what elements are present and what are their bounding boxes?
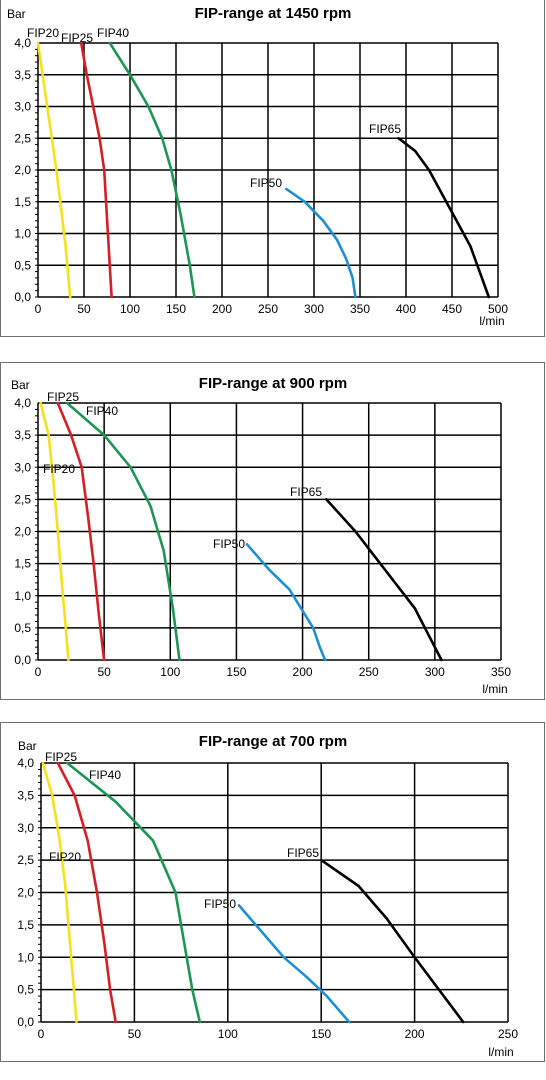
y-axis-label: Bar bbox=[18, 739, 37, 753]
x-tick-label: 300 bbox=[425, 665, 445, 679]
x-tick-label: 0 bbox=[35, 302, 42, 316]
series-line-fip65 bbox=[325, 498, 443, 662]
y-tick-label: 1,0 bbox=[14, 227, 31, 241]
series-line-fip65 bbox=[319, 858, 465, 1024]
y-tick-label: 1,0 bbox=[17, 950, 34, 964]
x-tick-label: 100 bbox=[218, 1027, 238, 1041]
series-label-fip65: FIP65 bbox=[290, 485, 322, 499]
series-line-fip25 bbox=[56, 761, 117, 1024]
series-label-fip50: FIP50 bbox=[250, 176, 282, 190]
chart-900rpm: FIP-range at 900 rpm Bar 0 50 100 150 200 250 30… bbox=[11, 375, 511, 696]
y-axis-label: Bar bbox=[11, 378, 30, 392]
x-tick-label: 150 bbox=[311, 1027, 331, 1041]
y-tick-label: 4,0 bbox=[17, 756, 34, 770]
y-tick-label: 0,0 bbox=[14, 653, 31, 667]
x-tick-label: 250 bbox=[359, 665, 379, 679]
x-tick-label: 150 bbox=[166, 302, 186, 316]
y-tick-label: 3,5 bbox=[14, 428, 31, 442]
chart-panel-700rpm: FIP-range at 700 rpm Bar 0 50 100 150 200 250 0,… bbox=[0, 722, 545, 1062]
y-tick-label: 2,0 bbox=[14, 163, 31, 177]
x-tick-label: 0 bbox=[35, 665, 42, 679]
y-tick-label: 2,5 bbox=[14, 492, 31, 506]
y-tick-label: 0,5 bbox=[17, 983, 34, 997]
x-tick-label: 350 bbox=[491, 665, 511, 679]
x-tick-label: 150 bbox=[226, 665, 246, 679]
x-tick-label: 300 bbox=[304, 302, 324, 316]
x-tick-label: 50 bbox=[77, 302, 91, 316]
series-line-fip20 bbox=[39, 401, 70, 662]
y-tick-label: 0,5 bbox=[14, 258, 31, 272]
x-tick-label: 500 bbox=[488, 302, 508, 316]
x-tick-label: 50 bbox=[128, 1027, 142, 1041]
y-tick-label: 4,0 bbox=[14, 396, 31, 410]
series-line-fip25 bbox=[56, 401, 106, 662]
chart-title: FIP-range at 900 rpm bbox=[199, 375, 347, 392]
series-label-fip25: FIP25 bbox=[47, 390, 79, 404]
series-line-fip25 bbox=[79, 41, 113, 299]
x-tick-label: 400 bbox=[396, 302, 416, 316]
y-tick-label: 1,5 bbox=[17, 918, 34, 932]
series-line-fip40 bbox=[108, 41, 196, 299]
y-tick-label: 2,0 bbox=[14, 525, 31, 539]
chart-700rpm: FIP-range at 700 rpm Bar 0 50 100 150 200 250 0,… bbox=[17, 733, 518, 1059]
series-label-fip25: FIP25 bbox=[61, 31, 93, 45]
chart-panel-1450rpm: FIP-range at 1450 rpm Bar 0 50 100 150 200 250 3… bbox=[0, 0, 545, 337]
x-axis-unit: l/min bbox=[488, 1045, 513, 1059]
y-tick-label: 1,0 bbox=[14, 589, 31, 603]
y-tick-label: 3,0 bbox=[14, 460, 31, 474]
y-tick-label: 2,5 bbox=[14, 131, 31, 145]
series-line-fip20 bbox=[41, 761, 78, 1024]
x-tick-label: 0 bbox=[38, 1027, 45, 1041]
series-label-fip20: FIP20 bbox=[43, 462, 75, 476]
series-line-fip40 bbox=[65, 761, 202, 1024]
series-line-fip65 bbox=[397, 137, 491, 299]
series-label-fip50: FIP50 bbox=[204, 897, 236, 911]
series-line-fip50 bbox=[237, 904, 351, 1024]
series-label-fip65: FIP65 bbox=[369, 122, 401, 136]
y-tick-label: 0,0 bbox=[17, 1015, 34, 1029]
x-tick-label: 250 bbox=[498, 1027, 518, 1041]
x-tick-label: 100 bbox=[120, 302, 140, 316]
y-tick-label: 1,5 bbox=[14, 557, 31, 571]
x-tick-label: 350 bbox=[350, 302, 370, 316]
y-tick-label: 0,0 bbox=[14, 290, 31, 304]
series-label-fip20: FIP20 bbox=[49, 850, 81, 864]
y-tick-label: 2,0 bbox=[17, 886, 34, 900]
chart-panel-900rpm: FIP-range at 900 rpm Bar 0 50 100 150 200 250 30… bbox=[0, 362, 545, 700]
x-axis-unit: l/min bbox=[479, 314, 504, 328]
y-tick-label: 3,5 bbox=[17, 788, 34, 802]
series-label-fip65: FIP65 bbox=[287, 846, 319, 860]
series-label-fip20: FIP20 bbox=[27, 26, 59, 40]
chart-title: FIP-range at 1450 rpm bbox=[195, 5, 352, 22]
y-axis-label: Bar bbox=[7, 7, 26, 21]
series-line-fip50 bbox=[285, 187, 357, 299]
x-tick-label: 250 bbox=[258, 302, 278, 316]
x-tick-label: 450 bbox=[442, 302, 462, 316]
x-tick-label: 100 bbox=[160, 665, 180, 679]
x-tick-label: 200 bbox=[405, 1027, 425, 1041]
series-line-fip40 bbox=[65, 401, 181, 662]
series-label-fip40: FIP40 bbox=[97, 26, 129, 40]
series-line-fip20 bbox=[36, 41, 72, 299]
y-tick-label: 3,0 bbox=[14, 100, 31, 114]
y-tick-label: 3,0 bbox=[17, 821, 34, 835]
y-tick-label: 4,0 bbox=[14, 36, 31, 50]
series-label-fip50: FIP50 bbox=[213, 537, 245, 551]
series-label-fip40: FIP40 bbox=[86, 404, 118, 418]
series-label-fip25: FIP25 bbox=[45, 750, 77, 764]
series-label-fip40: FIP40 bbox=[89, 768, 121, 782]
y-tick-label: 3,5 bbox=[14, 68, 31, 82]
x-axis-unit: l/min bbox=[482, 682, 507, 696]
chart-title: FIP-range at 700 rpm bbox=[199, 733, 347, 750]
chart-1450rpm: FIP-range at 1450 rpm Bar 0 50 100 150 200 250 3… bbox=[7, 5, 508, 328]
x-tick-label: 200 bbox=[293, 665, 313, 679]
x-tick-label: 50 bbox=[97, 665, 111, 679]
y-tick-label: 1,5 bbox=[14, 195, 31, 209]
x-tick-label: 200 bbox=[212, 302, 232, 316]
y-tick-label: 0,5 bbox=[14, 621, 31, 635]
series-line-fip50 bbox=[245, 543, 327, 662]
y-tick-label: 2,5 bbox=[17, 853, 34, 867]
